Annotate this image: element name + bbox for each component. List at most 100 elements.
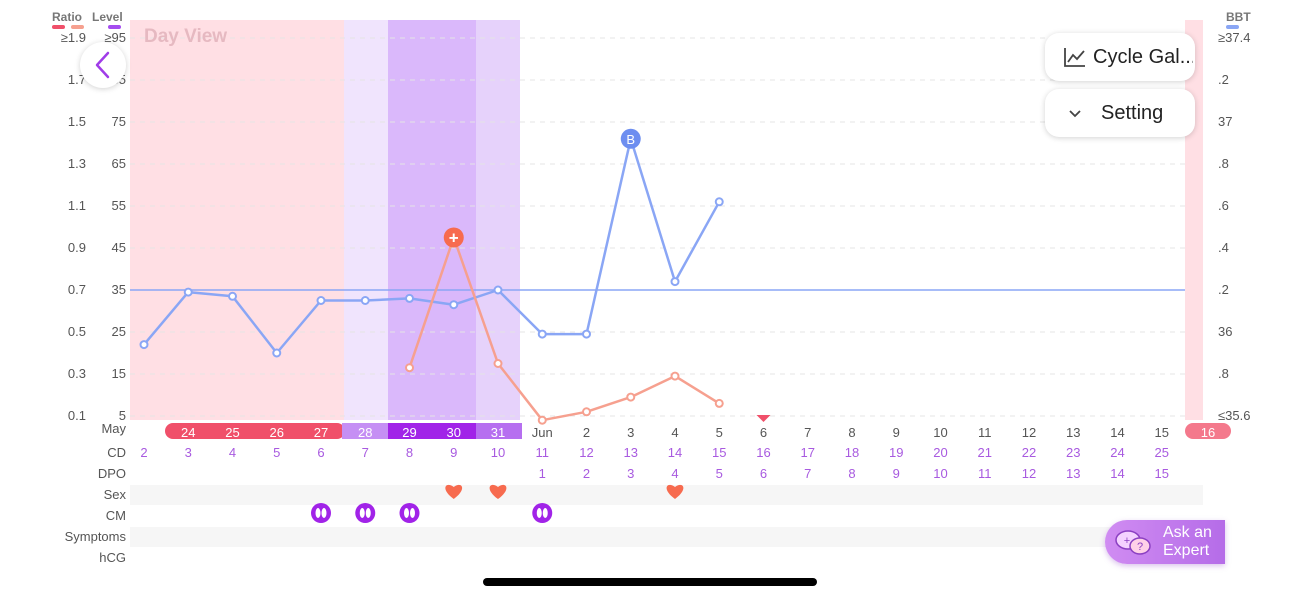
bbt-tick-label: 36 <box>1218 324 1232 339</box>
cd-value: 17 <box>801 445 815 460</box>
cd-value: 5 <box>273 445 280 460</box>
date-label: 15 <box>1155 425 1169 440</box>
cd-value: 18 <box>845 445 859 460</box>
cervical-mucus-drop <box>410 508 415 518</box>
ratio-tick-label: 1.3 <box>68 156 86 171</box>
chevron-left-icon <box>95 51 110 79</box>
date-label: 28 <box>358 425 372 440</box>
dpo-value: 4 <box>671 466 678 481</box>
level-tick-label: 15 <box>112 366 126 381</box>
period-days-pill <box>165 423 345 439</box>
ratio-tick-label: 0.1 <box>68 408 86 423</box>
cd-value: 23 <box>1066 445 1080 460</box>
ratio-point <box>405 363 414 373</box>
ratio-tick-label: ≥1.9 <box>61 30 86 45</box>
ratio-tick-label: 0.5 <box>68 324 86 339</box>
back-button[interactable] <box>80 42 126 88</box>
cycle-gallery-button[interactable]: Cycle Gal... <box>1045 33 1195 81</box>
dpo-value: 3 <box>627 466 634 481</box>
level-tick-label: 35 <box>112 282 126 297</box>
cervical-mucus-icon <box>532 503 553 523</box>
ratio-tick-label: 1.5 <box>68 114 86 129</box>
bbt-tick-label: .8 <box>1218 156 1229 171</box>
peak-marker <box>443 227 464 248</box>
cd-value: 12 <box>579 445 593 460</box>
dpo-value: 11 <box>978 466 992 481</box>
date-label: 7 <box>804 425 811 440</box>
cd-value: 6 <box>317 445 324 460</box>
level-tick-label: ≥95 <box>104 30 126 45</box>
date-label: 27 <box>314 425 328 440</box>
row-label-symptoms: Symptoms <box>65 529 127 544</box>
setting-button[interactable]: Setting <box>1045 89 1195 137</box>
date-label: 2 <box>583 425 590 440</box>
ratio-point <box>626 392 636 402</box>
date-label: Jun <box>532 425 553 440</box>
ratio-axis-title: Ratio <box>52 10 82 24</box>
cervical-mucus-icon <box>311 503 331 523</box>
ratio-line <box>408 236 720 422</box>
fertile-day-pill-2 <box>476 423 522 439</box>
ratio-tick-label: 1.1 <box>68 198 86 213</box>
ratio-point <box>582 407 591 417</box>
level-tick-label: 5 <box>119 408 126 423</box>
date-label: 16 <box>1201 425 1215 440</box>
bbt-point <box>360 296 370 305</box>
bbt-tick-label: ≥37.4 <box>1218 30 1250 45</box>
cervical-mucus-drop <box>321 508 327 518</box>
cd-value: 22 <box>1022 445 1036 460</box>
cd-value: 24 <box>1110 445 1124 460</box>
ratio-point <box>714 398 724 408</box>
ask-expert-line1: Ask an <box>1163 524 1212 541</box>
bbt-point <box>228 291 237 301</box>
dpo-value: 15 <box>1155 466 1169 481</box>
symptoms-row-bg <box>130 527 1203 547</box>
bbt-tick-label: .6 <box>1218 198 1229 213</box>
bbt-marker-label: B <box>626 132 635 147</box>
bbt-point <box>316 296 326 305</box>
ratio-legend-swatch-2 <box>71 25 84 29</box>
ask-expert-button[interactable]: + ? Ask an Expert <box>1105 520 1225 564</box>
bbt-point <box>449 300 459 310</box>
home-indicator <box>483 578 817 586</box>
ask-expert-line2: Expert <box>1163 542 1210 559</box>
cd-value: 3 <box>185 445 192 460</box>
bbt-tick-label: ≤35.6 <box>1218 408 1250 423</box>
fertile-band-mid <box>476 20 520 420</box>
cd-value: 11 <box>536 445 550 460</box>
bbt-tick-label: 37 <box>1218 114 1232 129</box>
line-chart-icon <box>1057 46 1093 68</box>
peak-band <box>388 20 476 420</box>
dpo-value: 2 <box>583 466 590 481</box>
dpo-value: 7 <box>804 466 811 481</box>
row-label-cm: CM <box>106 508 126 523</box>
cervical-mucus-icon <box>355 503 376 523</box>
next-period-band <box>1185 20 1203 420</box>
cervical-mucus-drop <box>365 508 371 518</box>
svg-text:+: + <box>1124 535 1130 547</box>
svg-text:?: ? <box>1137 541 1143 553</box>
ratio-point <box>670 371 680 381</box>
level-legend-swatch <box>108 25 121 29</box>
bbt-point <box>714 197 724 207</box>
date-label: 3 <box>627 425 634 440</box>
level-tick-label: 45 <box>112 240 126 255</box>
day-view-label: Day View <box>144 26 228 47</box>
cd-value: 8 <box>406 445 413 460</box>
cd-value: 13 <box>624 445 638 460</box>
date-label: 8 <box>848 425 855 440</box>
bbt-point <box>139 340 149 350</box>
cd-value: 2 <box>140 445 147 460</box>
date-label: 4 <box>671 425 678 440</box>
dpo-value: 13 <box>1066 466 1080 481</box>
cd-value: 10 <box>491 445 505 460</box>
cd-value: 21 <box>978 445 992 460</box>
level-tick-label: 55 <box>112 198 126 213</box>
bbt-point <box>582 329 591 339</box>
bbt-tick-label: .4 <box>1218 240 1229 255</box>
date-label: 29 <box>402 425 416 440</box>
dpo-value: 12 <box>1022 466 1036 481</box>
row-label-dpo: DPO <box>98 466 126 481</box>
cd-value: 25 <box>1155 445 1169 460</box>
fertile-band-light <box>344 20 388 420</box>
